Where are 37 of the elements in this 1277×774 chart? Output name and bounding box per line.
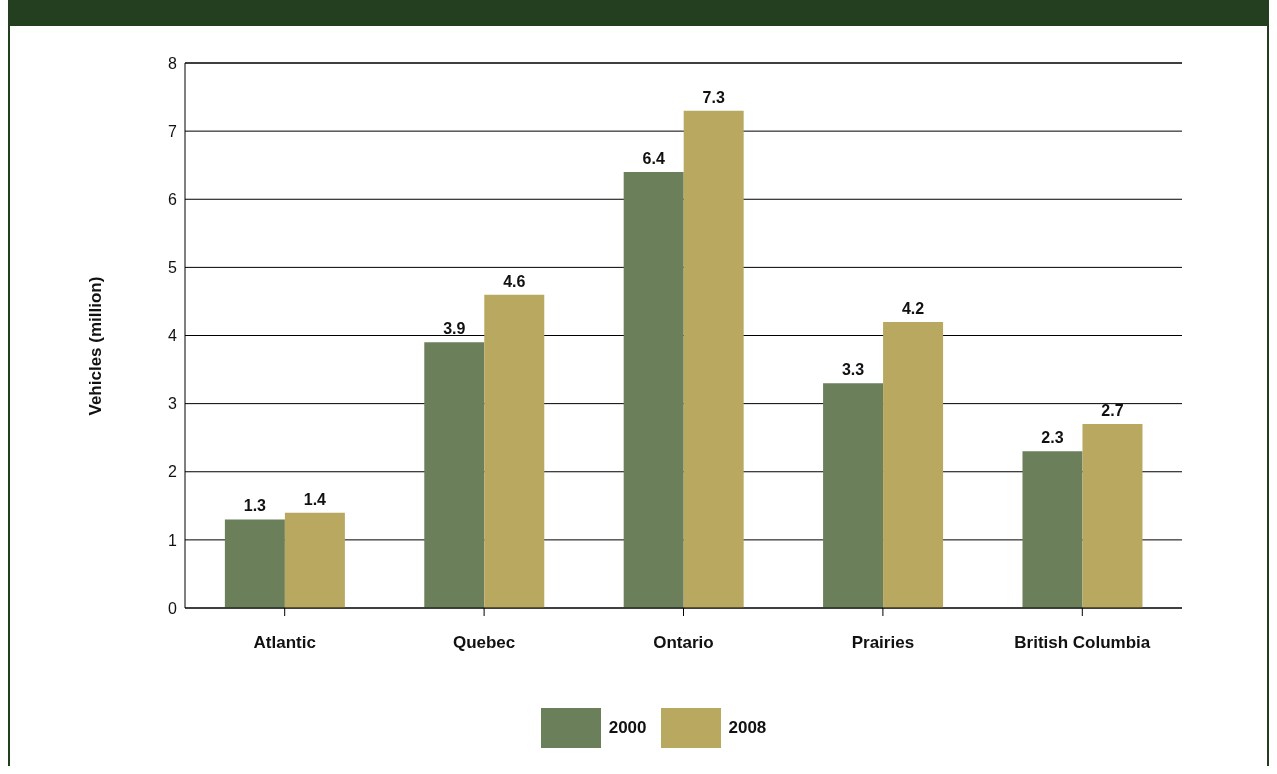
data-label: 7.3 xyxy=(702,88,725,106)
bar xyxy=(284,512,345,608)
bar xyxy=(484,294,545,608)
legend-label: 2008 xyxy=(728,718,767,738)
y-tick-label: 8 xyxy=(168,54,178,72)
bar xyxy=(224,519,285,608)
bar xyxy=(424,342,485,608)
data-label: 2.3 xyxy=(1041,429,1064,447)
x-tick-label: Ontario xyxy=(653,633,714,653)
data-label: 6.4 xyxy=(642,150,665,167)
bar xyxy=(623,172,684,608)
data-label: 1.4 xyxy=(303,490,327,508)
x-tick-label: British Columbia xyxy=(1014,633,1151,653)
x-tick-label: Atlantic xyxy=(253,633,316,653)
x-tick-label: Quebec xyxy=(452,633,516,653)
data-label: 2.7 xyxy=(1101,402,1124,420)
y-tick-label: 6 xyxy=(168,190,178,208)
data-label: 3.3 xyxy=(841,361,865,379)
bar xyxy=(1022,451,1083,608)
data-label: 3.9 xyxy=(443,320,466,338)
data-label: 1.3 xyxy=(243,497,267,515)
y-tick-label: 1 xyxy=(168,531,178,549)
y-axis-title: Vehicles (million) xyxy=(86,276,106,416)
legend-label: 2000 xyxy=(608,718,647,738)
y-tick-label: 2 xyxy=(168,463,178,481)
bar xyxy=(683,110,744,608)
data-label: 4.6 xyxy=(503,272,526,290)
data-label: 4.2 xyxy=(901,299,925,317)
bar xyxy=(883,321,944,608)
x-tick-label: Prairies xyxy=(851,633,915,653)
y-tick-label: 5 xyxy=(168,259,178,277)
y-tick-label: 4 xyxy=(168,327,178,345)
y-tick-label: 7 xyxy=(168,122,178,140)
y-tick-label: 0 xyxy=(168,599,178,617)
bar xyxy=(823,383,884,608)
bar xyxy=(1082,424,1143,608)
y-tick-label: 3 xyxy=(168,395,178,413)
